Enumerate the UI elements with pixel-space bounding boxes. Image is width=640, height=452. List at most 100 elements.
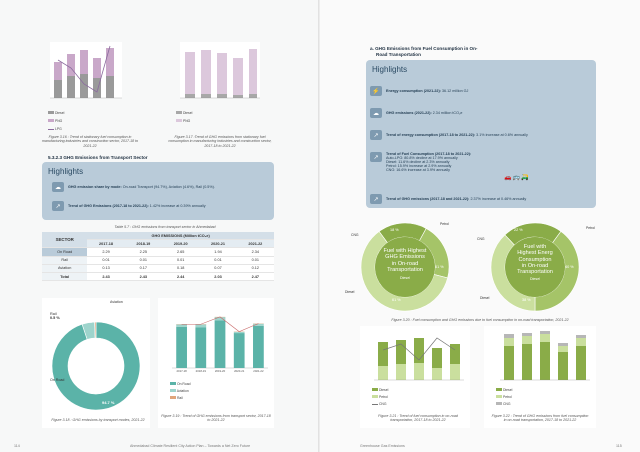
table-year-row: 2017-18 2018-19 2019-20 2020-21 2021-22 <box>42 239 274 249</box>
figure-caption: Figure 3.20 : Fuel consumption and GHG e… <box>391 318 569 322</box>
table-cell: 0.07 <box>199 264 237 273</box>
section-heading: 5.3.2.3 GHG Emissions from Transport Sec… <box>48 155 148 160</box>
table-cell: 0.01 <box>124 256 162 265</box>
center-line: in On-road <box>391 260 419 267</box>
donut-center-text: Fuel with Highest GHG Emissions in On-ro… <box>377 248 433 280</box>
donut-pct-diesel: 38 % <box>522 298 531 302</box>
table-row-label: On Road <box>42 247 88 257</box>
x-tick-label: 2021-22 <box>253 369 264 373</box>
highlights-box: Highlights ☁ GHG emission share by mode:… <box>42 162 274 220</box>
legend-item: On Road <box>176 382 191 386</box>
bar-on-road <box>195 327 207 368</box>
table-cell: 0.01 <box>87 256 125 265</box>
table-cell: 2.65 <box>162 247 200 257</box>
highlight-text: 36.12 million GJ <box>440 89 469 93</box>
cloud-icon: ☁ <box>52 182 64 192</box>
rail-slice <box>94 321 97 339</box>
figure-caption: Figure 3.19 : Trend of GHG emissions fro… <box>161 414 271 423</box>
bar-aviation <box>253 323 264 326</box>
highlight-row: ↗ Trend of GHG emissions (2017-18 and 20… <box>370 194 526 204</box>
pie-label-rail: Rail 0.5 % <box>50 312 60 320</box>
label-text: Rail <box>50 312 57 316</box>
table-cell: 2.29 <box>87 247 125 257</box>
table-cell: 2.44 <box>162 272 200 282</box>
pie-label-aviation: Aviation <box>110 300 123 304</box>
center-line: Fuel with Highest <box>383 248 427 254</box>
table-year-header: 2018-19 <box>124 239 162 249</box>
page-number: 115 <box>616 444 622 448</box>
donut-name-cng: CNG <box>477 237 485 241</box>
highlight-text: 2.37% increase at 0.46% annually <box>469 197 527 201</box>
highlight-label: Trend of GHG Emissions (2017-18 to 2021-… <box>68 204 149 208</box>
bar-on-road <box>253 325 264 368</box>
highlight-label: GHG emissions (2021-22): <box>386 111 432 115</box>
donut-pct-petrol: 61 % <box>435 265 444 269</box>
donut-pct-diesel: 61 % <box>392 298 401 302</box>
highlight-row: ⚡ Energy consumption (2021-22): 36.12 mi… <box>370 86 468 96</box>
right-page: a. GHG Emissions from Fuel Consumption i… <box>320 0 640 452</box>
highlight-text: 2.34 million tCO₂e <box>431 111 463 115</box>
table-cell: 2.03 <box>199 272 237 282</box>
highlight-label: Energy consumption (2021-22): <box>386 89 441 93</box>
fuel-trend-item: Petrol: 15.9% increase at 2.9% annually <box>386 164 452 168</box>
highlight-row: ↗ Trend of Fuel Consumption (2017-18 to … <box>370 152 471 172</box>
bar-on-road <box>176 326 187 368</box>
figure-caption: Figure 3.18 : GHG emissions by transport… <box>51 418 145 422</box>
legend-item: Petrol <box>378 395 388 399</box>
donut-name-petrol: Petrol <box>440 222 449 226</box>
trend-chart-icon: ↗ <box>370 194 382 204</box>
table-cell: 0.01 <box>236 256 274 265</box>
ghg-fuel-donut <box>360 222 450 312</box>
table-year-header: 2021-22 <box>236 239 274 249</box>
energy-fuel-donut <box>490 222 580 312</box>
legend-item: LPG <box>54 127 62 131</box>
table-year-header: 2019-20 <box>162 239 200 249</box>
bar-aviation <box>195 324 207 328</box>
center-line: Transportation <box>387 267 423 274</box>
highlight-text: On-road Transport (94.7%), Aviation (4.6… <box>121 185 215 189</box>
highlight-label: GHG emission share by mode: <box>68 185 122 189</box>
legend-item: PNG <box>182 119 191 123</box>
center-line: Highest Energ <box>517 250 553 257</box>
pie-label-aviation-pct: 4.6 % <box>82 320 92 324</box>
highlight-label: Trend of Fuel Consumption (2017-18 to 20… <box>386 152 472 156</box>
bar-aviation <box>214 317 226 321</box>
emissions-table: SECTOR GHG EMISSIONS (Million tCO₂e) 201… <box>42 232 274 282</box>
trend-chart-icon: ↗ <box>370 152 382 162</box>
fuel-consumption-trend-chart <box>374 337 464 381</box>
table-row-label: Rail <box>42 256 88 265</box>
highlight-text: 1.42% increase at 0.39% annually <box>148 204 206 208</box>
pie-label-onroad: On Road <box>50 378 65 382</box>
x-tick-label: 2018-19 <box>196 369 207 373</box>
pie-label-onroad-pct: 94.7 % <box>102 400 115 405</box>
center-sub: Diesel <box>400 275 410 280</box>
footer-text: Greenhouse Gas Emissions <box>360 444 405 448</box>
table-caption: Table 5.7 : GHG emissions from transport… <box>114 225 216 229</box>
table-cell: 2.47 <box>236 272 274 282</box>
legend-item: CNG <box>502 402 511 406</box>
table-cell: 0.17 <box>124 264 162 273</box>
cloud-icon: ☁ <box>370 108 382 118</box>
table-body: On Road 2.29 2.25 2.65 1.94 2.34 Rail 0.01 0.01 0… <box>42 247 274 282</box>
legend-item: Diesel <box>182 111 193 115</box>
trend-chart-icon: ↗ <box>52 201 64 211</box>
table-year-header: 2020-21 <box>199 239 237 249</box>
donut-name-diesel: Diesel <box>345 290 355 294</box>
table-cell: 2.43 <box>124 272 162 282</box>
highlights-box: Highlights ⚡ Energy consumption (2021-22… <box>366 60 596 208</box>
vehicle-icons: 🚗🚌🛺 <box>504 175 530 181</box>
legend-item: Diesel <box>54 111 65 115</box>
table-header-group: GHG EMISSIONS (Million tCO₂e) <box>87 232 274 241</box>
bar-legend: On Road Aviation Rail <box>170 382 191 400</box>
table-cell: 2.25 <box>124 247 162 257</box>
highlight-row: ☁ GHG emission share by mode: On-road Tr… <box>52 182 215 192</box>
legend-bottom-left: Diesel Petrol CNG <box>372 388 388 406</box>
donut-name-diesel: Diesel <box>480 296 490 300</box>
highlight-row: ☁ GHG emissions (2021-22): 2.34 million … <box>370 108 462 118</box>
table-row: Rail 0.01 0.01 0.01 0.01 0.01 <box>42 256 274 265</box>
legend-item: Rail <box>176 396 183 400</box>
table-row-label: Total <box>42 272 88 282</box>
table-year-header: 2017-18 <box>87 239 125 249</box>
table-cell: 0.01 <box>199 256 237 265</box>
center-sub: Diesel <box>530 277 540 282</box>
